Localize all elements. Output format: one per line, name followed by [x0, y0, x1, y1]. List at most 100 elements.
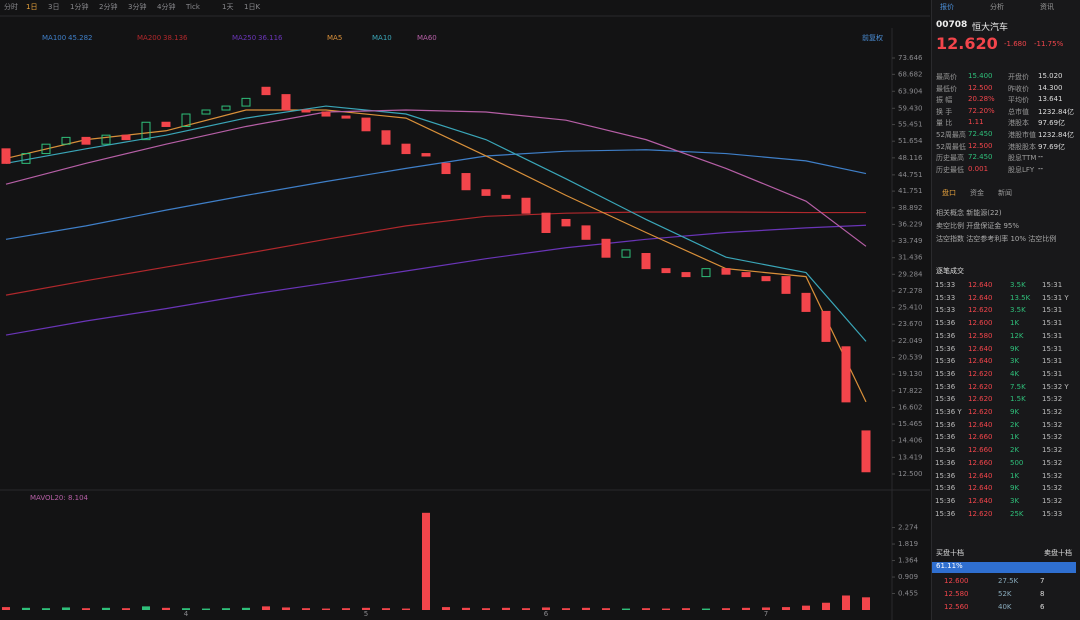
ma-line [5, 211, 866, 296]
ma-line [5, 149, 867, 240]
panel-tab[interactable]: 分析 [990, 3, 1004, 11]
trade-cell: 12.660 [968, 458, 993, 467]
panel-tab[interactable]: 资讯 [1040, 3, 1054, 11]
trade-cell: 13.5K [1010, 293, 1031, 302]
candle-body [21, 153, 31, 164]
trade-cell: 15:31 [1042, 306, 1063, 315]
trade-cell: 15:32 [1042, 420, 1063, 429]
y-tick-label: 44.751 [898, 171, 923, 179]
y-tick-label: 73.646 [898, 54, 923, 62]
toolbar-item[interactable]: 2分钟 [99, 2, 117, 11]
chart: 前复权 MAVOL20: 8.104 分时 1日 3日 1分钟 2分钟 3分钟 4分钟 Tic… [0, 2, 930, 620]
trade-cell: 12.640 [968, 344, 993, 353]
volume-legend: MAVOL20: 8.104 [30, 494, 89, 502]
trade-cell: 3K [1010, 357, 1020, 366]
trade-cell: 12.640 [968, 281, 993, 289]
trade-cell: 12.620 [968, 306, 993, 315]
candle-body [341, 115, 351, 119]
stat-cell: 12.500 [968, 141, 993, 150]
y-tick-label: 31.436 [898, 254, 923, 262]
toolbar-item[interactable]: 4分钟 [157, 2, 175, 11]
legend-value: 36.116 [258, 34, 283, 42]
adjust-mode[interactable]: 前复权 [862, 33, 883, 42]
candle-body [501, 194, 511, 199]
toolbar-item[interactable]: 1分钟 [70, 2, 88, 11]
last-price: 12.620 [936, 34, 998, 53]
candle-body [801, 292, 811, 312]
candle-body [421, 153, 431, 157]
y-tick-label: 33.749 [898, 237, 923, 245]
volume-bar [562, 608, 570, 610]
stat-cell: 港股本 [1008, 119, 1029, 128]
stat-cell: 0.001 [968, 164, 989, 173]
toolbar-item[interactable]: 1日K [244, 3, 260, 11]
stat-cell: 1232.84亿 [1038, 107, 1074, 116]
trade-cell: 15:31 [1042, 344, 1063, 353]
trade-cell: 15:36 [935, 395, 956, 404]
candle-body [101, 134, 111, 145]
trade-cell: 15:31 [1042, 331, 1063, 340]
trade-cell: 15:33 [1042, 509, 1063, 518]
x-tick-label: 7 [764, 610, 768, 618]
y-tick-label: 15.465 [898, 420, 923, 428]
stat-cell: 97.69亿 [1038, 142, 1066, 151]
candle-body [601, 238, 611, 258]
stat-cell: 股息LFY [1008, 165, 1035, 174]
toolbar-item[interactable]: Tick [185, 3, 201, 11]
candle-body [781, 276, 791, 294]
volume-bar [2, 607, 10, 610]
stat-cell: 港股市值 [1008, 131, 1036, 139]
volume-bar [382, 608, 390, 610]
x-tick-label: 4 [184, 610, 189, 618]
y-tick-label: 51.654 [898, 137, 923, 145]
panel-note: 相关概念 新能源(22) [936, 209, 1002, 217]
candle-body [121, 134, 131, 141]
trade-cell: 3.5K [1010, 281, 1026, 289]
toolbar-item[interactable]: 分时 [4, 2, 18, 11]
trade-cell: 500 [1010, 458, 1024, 467]
stat-cell: 72.20% [968, 106, 995, 115]
trade-cell: 15:36 Y [935, 408, 962, 416]
x-tick-label: 5 [364, 610, 368, 618]
panel-note: 沽空指数 沽空参考利率 10% 沽空比例 [936, 235, 1057, 243]
price-change: -1.680 [1004, 40, 1027, 48]
trade-cell: 9K [1010, 344, 1020, 353]
candle-body [481, 189, 491, 196]
trade-cell: 12.660 [968, 446, 993, 455]
trade-cell: 15:36 [935, 433, 956, 442]
candle-body [541, 212, 551, 233]
candle-body [741, 272, 751, 278]
volume-bar [742, 607, 750, 610]
volume-bar [142, 606, 150, 610]
toolbar-item[interactable]: 3分钟 [128, 2, 146, 11]
toolbar-item[interactable]: 1天 [222, 3, 233, 11]
volume-bar [402, 608, 410, 610]
trade-cell: 12.660 [968, 433, 993, 442]
stat-cell: -- [1038, 153, 1044, 162]
trade-cell: 15:36 [935, 331, 956, 340]
panel-tab[interactable]: 报价 [940, 3, 954, 11]
trade-cell: 12.620 [968, 382, 993, 391]
panel-subtab[interactable]: 新闻 [998, 189, 1012, 197]
volume-bar [102, 607, 110, 610]
volume-bar [762, 607, 770, 610]
volume-bar [262, 606, 270, 610]
stat-cell: 换 手 [936, 107, 953, 116]
panel-subtab[interactable]: 资金 [970, 189, 984, 197]
volume-bar [242, 607, 250, 610]
trade-cell: 15:31 [1042, 369, 1063, 378]
candle-body [461, 173, 471, 191]
trade-cell: 12K [1010, 331, 1024, 340]
toolbar-item[interactable]: 3日 [48, 3, 59, 11]
book-cell: 8 [1040, 590, 1045, 598]
toolbar-item[interactable]: 1日 [26, 3, 37, 11]
volume-bar [202, 608, 210, 610]
trade-cell: 15:32 [1042, 433, 1063, 442]
y-tick-label: 41.751 [898, 187, 923, 195]
trade-cell: 15:31 [1042, 319, 1063, 328]
ma-line [5, 224, 867, 336]
panel-subtab[interactable]: 盘口 [942, 189, 956, 197]
price-pct: -11.75% [1034, 40, 1064, 48]
legend-name: MA100 [42, 34, 66, 42]
stat-cell: 量 比 [936, 119, 953, 128]
